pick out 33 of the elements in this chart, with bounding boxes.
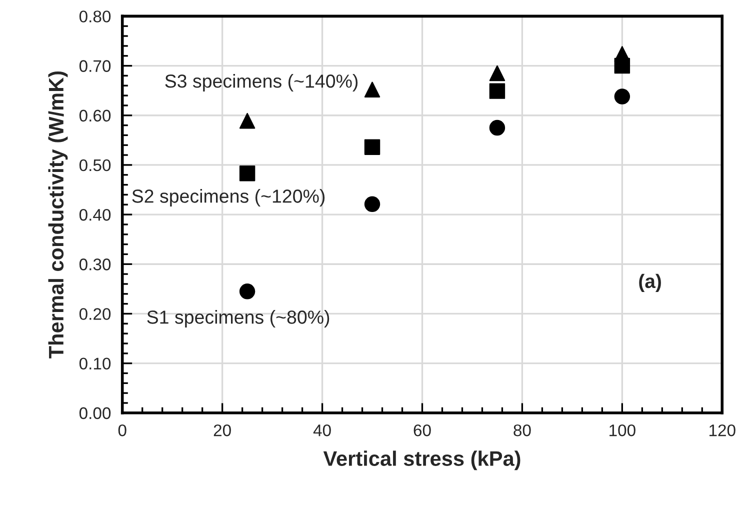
x-tick-label: 0 (118, 424, 126, 436)
y-tick-label: 0.50 (79, 159, 111, 172)
y-tick-label: 0.60 (79, 110, 111, 122)
point (364, 139, 380, 155)
x-axis-title: Vertical stress (kPa) (323, 450, 520, 470)
point (614, 88, 630, 104)
y-tick-label: 0.30 (79, 258, 111, 270)
y-axis-title: Thermal conductivity (W/mK) (48, 71, 68, 358)
annotation: S1 specimens (~80%) (147, 310, 330, 328)
point (364, 196, 380, 212)
annotation: S3 specimens (~140%) (165, 74, 358, 92)
x-tick-label: 20 (214, 424, 231, 436)
point (239, 112, 256, 129)
y-tick-label: 0.20 (79, 308, 111, 320)
point (614, 46, 630, 62)
point (364, 82, 380, 98)
y-tick-label: 0.80 (79, 10, 111, 22)
x-tick-label: 40 (313, 424, 331, 436)
annotation: (a) (639, 274, 661, 292)
x-tick-label: 60 (414, 424, 431, 436)
annotation: S2 specimens (~120%) (132, 189, 325, 207)
y-tick-label: 0.00 (79, 407, 111, 420)
y-tick-label: 0.40 (79, 208, 111, 221)
point (489, 65, 506, 82)
point (239, 284, 256, 300)
x-tick-label: 120 (709, 424, 736, 436)
point (489, 120, 506, 136)
y-tick-label: 0.70 (79, 60, 111, 72)
point (239, 166, 256, 182)
x-tick-label: 80 (514, 424, 531, 436)
point (489, 83, 506, 99)
x-tick-label: 100 (610, 424, 636, 436)
y-tick-label: 0.10 (79, 358, 111, 370)
